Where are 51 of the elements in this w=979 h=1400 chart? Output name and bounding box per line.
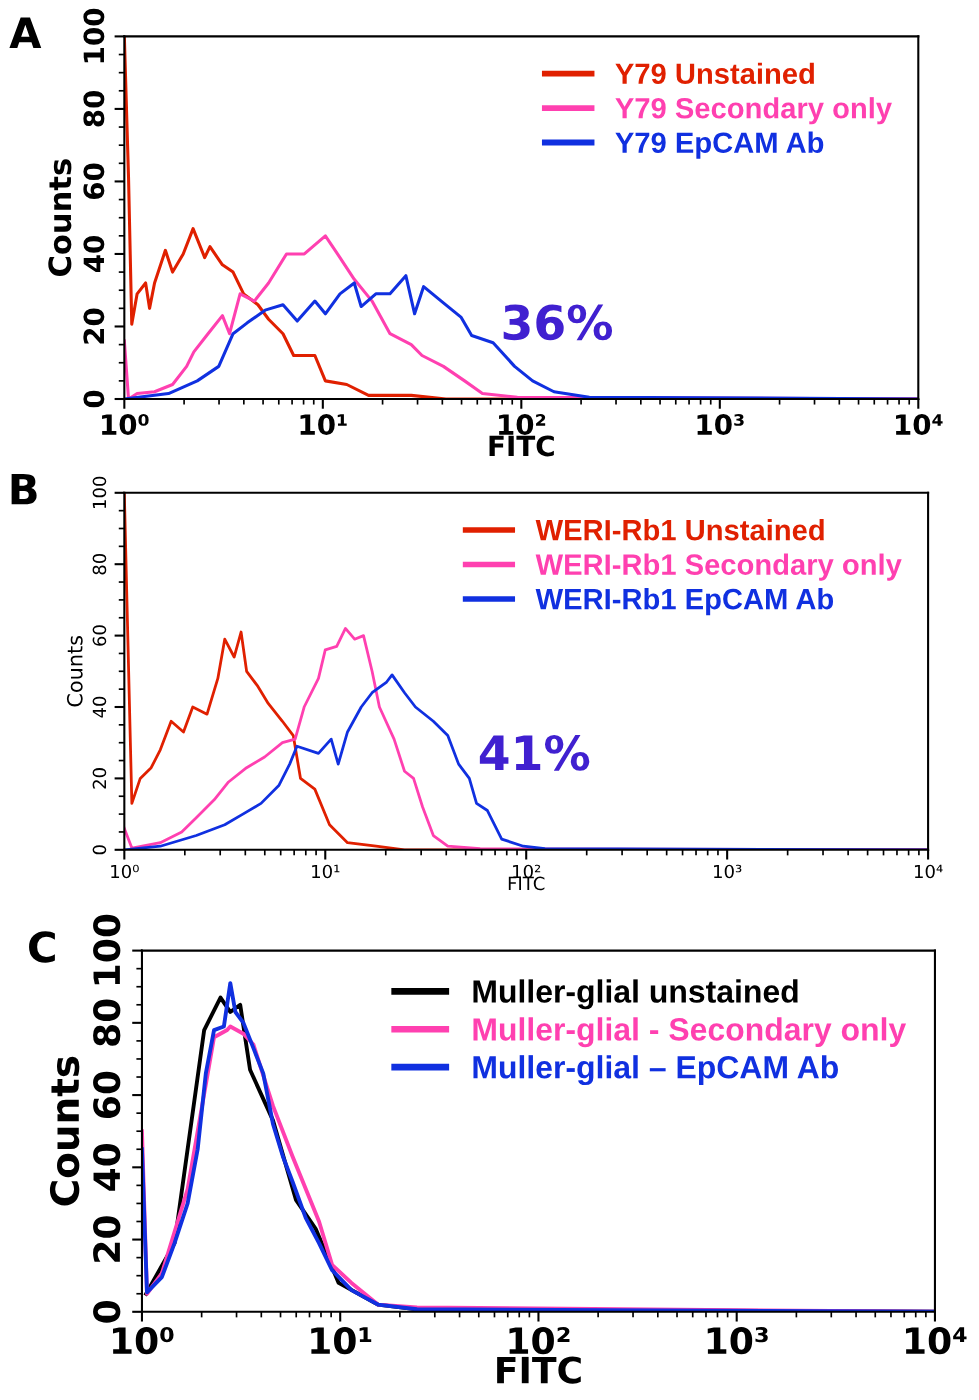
y-tick-label: 20: [83, 308, 105, 344]
y-tick-label: 20: [93, 1216, 121, 1262]
y-tick-label: 40: [93, 1143, 121, 1191]
chart-title: C: [29, 931, 55, 963]
y-tick-label: 0: [83, 390, 105, 408]
legend-label: Muller-glial – EpCAM Ab: [473, 1055, 838, 1086]
x-tick-label: 10⁰: [113, 1327, 174, 1355]
x-tick-label: 10³: [697, 414, 744, 436]
x-tick-label: 10¹: [300, 414, 347, 436]
y-tick-label: 0: [92, 845, 107, 855]
y-tick-label: 40: [83, 235, 105, 273]
legend-label: WERI-Rb1 Unstained: [535, 519, 824, 541]
legend-label: Muller-glial unstained: [473, 979, 798, 1010]
y-tick-label: 80: [83, 90, 105, 127]
legend-label: WERI-Rb1 Secondary only: [535, 553, 902, 581]
x-tick-label: 10³: [707, 1327, 768, 1355]
y-tick-label: 80: [93, 999, 121, 1046]
legend-label: Y79 Unstained: [615, 62, 814, 85]
annotation: 36%: [503, 304, 613, 341]
chart-title: A: [9, 17, 42, 48]
y-axis-title: Counts: [49, 1056, 80, 1206]
x-tick-label: 10⁴: [896, 414, 943, 436]
annotation: 41%: [479, 734, 590, 771]
y-tick-label: 100: [92, 476, 107, 509]
legend-label: WERI-Rb1 EpCAM Ab: [535, 588, 834, 616]
legend-label: Y79 EpCAM Ab: [615, 131, 824, 159]
y-tick-label: 100: [93, 914, 121, 985]
x-tick-label: 10¹: [311, 1327, 372, 1355]
y-axis-title: Counts: [66, 635, 83, 707]
chart-title: B: [11, 473, 37, 505]
x-tick-label: 10²: [499, 414, 546, 436]
y-tick-label: 40: [92, 696, 107, 718]
x-tick-label: 10⁴: [905, 1327, 967, 1355]
x-tick-label: 10²: [509, 1327, 570, 1355]
x-tick-label: 10⁰: [111, 864, 139, 879]
x-tick-label: 10¹: [312, 864, 340, 879]
legend-label: Y79 Secondary only: [615, 97, 892, 125]
x-tick-label: 10⁴: [914, 864, 943, 879]
y-tick-label: 100: [83, 8, 105, 63]
legend-label: Muller-glial - Secondary only: [473, 1017, 907, 1048]
y-tick-label: 80: [92, 553, 107, 575]
x-axis-title: FITC: [497, 1356, 581, 1384]
y-tick-label: 0: [93, 1300, 121, 1323]
x-axis-title: FITC: [489, 435, 554, 457]
y-tick-label: 60: [83, 163, 105, 200]
y-tick-label: 20: [92, 768, 107, 789]
x-tick-label: 10⁰: [102, 414, 149, 436]
y-tick-label: 60: [93, 1071, 121, 1118]
y-axis-title: Counts: [48, 159, 72, 277]
x-tick-label: 10³: [714, 864, 742, 879]
y-tick-label: 60: [92, 625, 107, 646]
